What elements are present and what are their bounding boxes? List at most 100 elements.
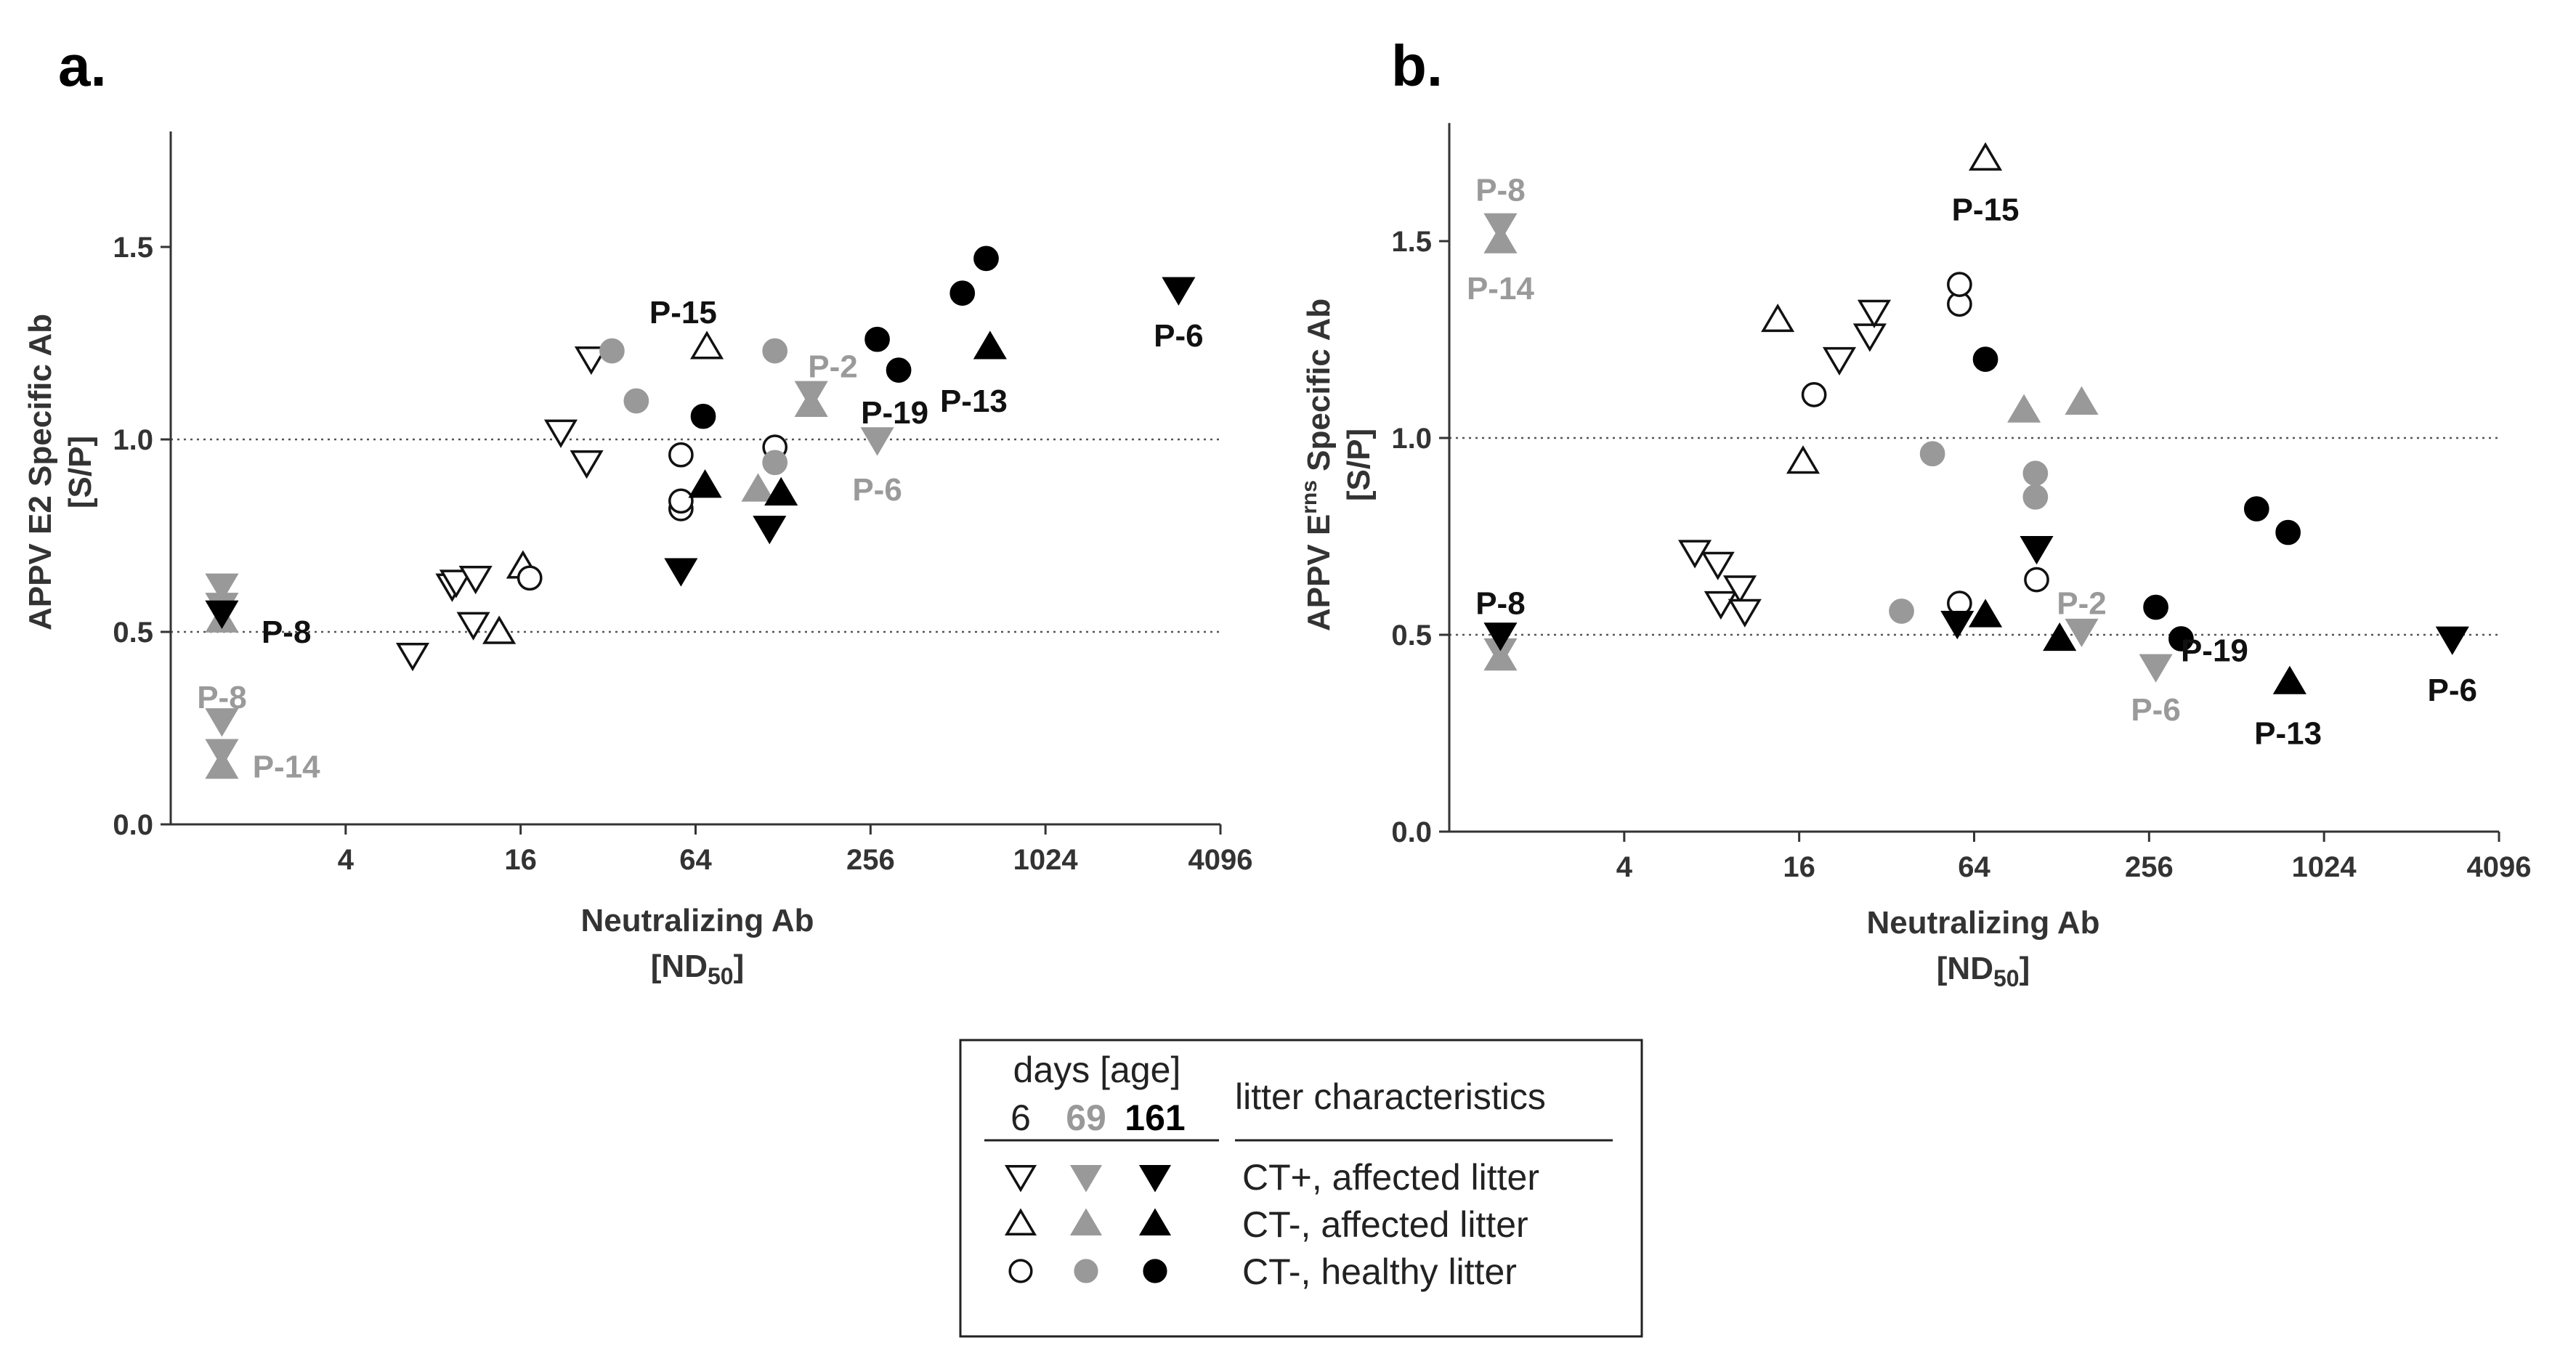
legend-marker-tri-down-day69 [1069,1165,1103,1193]
data-point-tri-down-day69 [205,708,239,737]
panel-b-xlabel2: [ND50] [1937,951,2030,991]
point-annotation: P-6 [852,472,902,508]
panel-b-letter: b. [1391,33,1443,98]
data-point-tri-down-day161 [2435,626,2469,655]
data-point-circle-day69 [762,338,788,364]
data-point-tri-up-day161 [2043,622,2077,652]
data-point-tri-down-day161 [1483,622,1518,652]
data-point-tri-down-day6 [1728,598,1762,628]
y-tick-label: 1.0 [113,424,153,456]
panel-a-xlabel2-sub: 50 [708,963,734,989]
data-point-circle-day161 [886,357,912,383]
data-point-tri-down-day6 [1677,540,1712,569]
point-annotation: P-8 [1475,173,1525,208]
legend-characteristics-header: litter characteristics [1235,1076,1546,1117]
panel-b-reference-lines [1449,437,2499,636]
data-point-tri-down-day6 [574,346,608,376]
point-annotation: P-15 [649,295,717,330]
x-tick-label: 256 [2125,851,2174,883]
data-point-tri-down-day161 [1162,277,1196,306]
legend-day-label: 161 [1125,1097,1185,1138]
panel-a-annotations: P-15P-2P-6P-19 P-13P-6P-8P-8P-14 [197,295,1203,784]
data-point-circle-day6 [1947,272,1972,297]
x-tick-label: 1024 [2292,851,2357,883]
data-point-circle-day6 [1801,382,1827,407]
panel-a-points [205,245,1196,779]
legend-row-label: CT-, affected litter [1242,1204,1528,1245]
data-point-tri-up-day69 [794,388,828,418]
legend-marker-tri-up-day69 [1069,1208,1103,1235]
data-point-tri-down-day161 [664,558,698,587]
data-point-tri-up-day161 [2272,665,2306,694]
data-point-tri-up-day6 [690,330,724,360]
panel-b-ylabel-tail: Specific Ab [1301,299,1337,480]
data-point-tri-down-day69 [860,427,894,456]
data-point-tri-down-day6 [1722,575,1757,604]
data-point-circle-day6 [517,565,543,591]
data-point-circle-day161 [1972,346,1998,372]
point-annotation: P-19 [861,395,928,431]
data-point-tri-up-day69 [1483,642,1518,671]
data-point-circle-day161 [690,403,716,429]
legend-days: 6 69 161 [1010,1097,1186,1138]
data-point-circle-day161 [2275,519,2301,545]
data-point-circle-day69 [623,388,649,414]
data-point-circle-day69 [762,450,788,476]
x-tick-label: 16 [1783,851,1815,883]
point-annotation: P-15 [1952,192,2020,228]
data-point-tri-down-day161 [205,600,239,629]
legend-day-label: 69 [1066,1097,1106,1138]
x-tick-label: 64 [1958,851,1990,883]
data-point-circle-day69 [2022,460,2049,487]
data-point-tri-down-day69 [205,573,239,602]
data-point-tri-up-day69 [741,473,775,502]
point-annotation: P-13 [940,383,1008,419]
data-point-circle-day69 [1889,598,1914,624]
point-annotation: P-8 [262,614,311,650]
y-tick-label: 1.5 [113,232,153,264]
x-tick-label: 256 [846,844,895,876]
data-point-circle-day161 [864,326,890,352]
data-point-circle-day69 [1919,441,1945,467]
panel-b-ticks: 0.0 0.5 1.0 1.5 4 16 64 256 1024 4096 [1391,226,2531,883]
data-point-circle-day69 [2022,484,2049,510]
x-tick-label: 4 [1616,851,1633,883]
x-tick-label: 4096 [1188,844,1253,876]
legend: days [age] litter characteristics 6 69 161… [959,1039,1643,1338]
data-point-tri-up-day69 [2007,394,2041,423]
y-tick-label: 0.5 [113,617,153,649]
panel-b-xlabel2-main: [ND [1937,951,1993,986]
data-point-circle-day161 [949,280,976,306]
panel-a-ylabel: APPV E2 Specific Ab [23,314,58,630]
legend-marker-tri-up-day6 [1004,1208,1037,1235]
point-annotation: P-6 [2428,673,2477,708]
legend-row-label: CT-, healthy litter [1242,1251,1517,1292]
legend-rows: CT+, affected litter CT-, affected litter… [1004,1157,1539,1292]
data-point-circle-day6 [668,488,694,514]
data-point-tri-up-day6 [1761,303,1795,333]
data-point-tri-up-day161 [1969,598,2003,628]
data-point-tri-down-day6 [1822,346,1857,376]
panel-a-xlabel2: [ND50] [651,949,744,989]
data-point-tri-down-day6 [395,643,430,672]
data-point-tri-up-day161 [764,476,798,506]
legend-row-label: CT+, affected litter [1242,1157,1539,1198]
y-tick-label: 0.0 [113,809,153,841]
legend-marker-tri-up-day161 [1138,1208,1172,1235]
data-point-tri-down-day6 [570,450,604,479]
panel-a-xlabel2-main: [ND [651,949,708,984]
data-point-circle-day161 [973,245,999,272]
panel-a-letter: a. [58,33,107,98]
data-point-tri-down-day69 [2065,618,2099,648]
point-annotation: P-6 [1154,318,1203,354]
data-point-tri-down-day69 [2139,654,2173,683]
data-point-circle-day161 [2168,626,2194,652]
data-point-tri-down-day6 [456,612,490,641]
legend-marker-tri-down-day6 [1004,1165,1037,1193]
panel-b-points [1483,142,2469,694]
data-point-tri-down-day6 [1701,551,1735,580]
panel-a-ticks: 0.0 0.5 1.0 1.5 4 16 64 256 1024 4096 [113,232,1252,876]
data-point-tri-up-day6 [482,615,517,644]
legend-marker-circle-day69 [1074,1259,1098,1283]
panel-a-reference-lines [171,438,1220,633]
